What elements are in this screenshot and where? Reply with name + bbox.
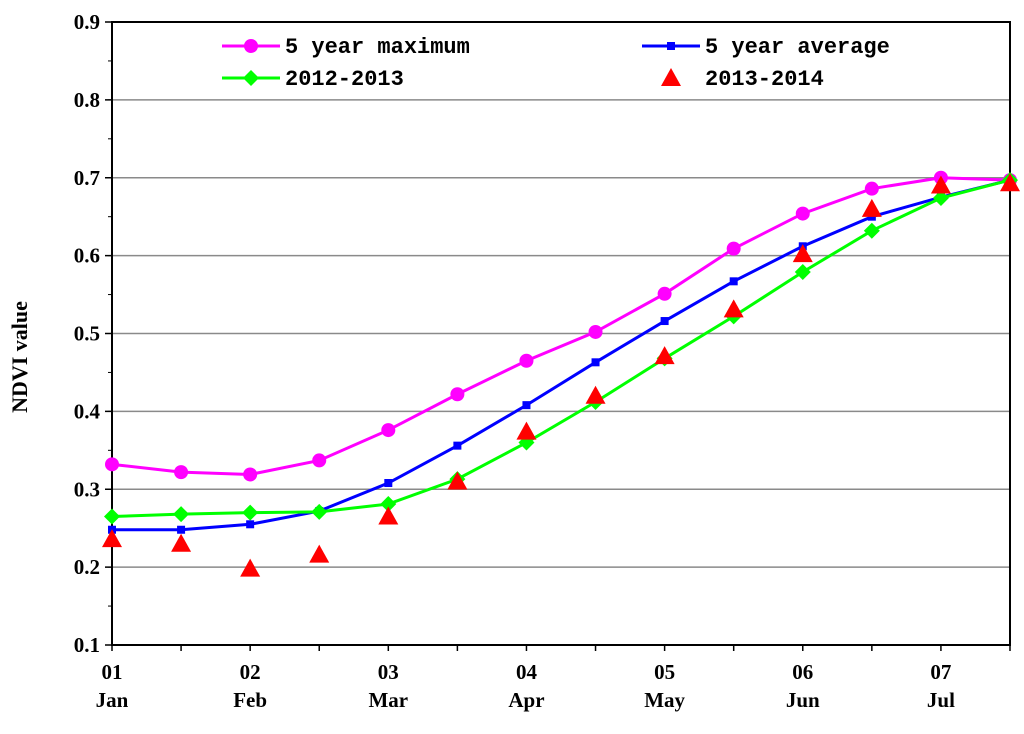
data-point	[1000, 173, 1020, 192]
data-point	[240, 558, 261, 577]
series-line	[112, 178, 1011, 532]
data-point	[171, 533, 192, 552]
y-tick-label: 0.2	[74, 555, 100, 579]
series-2013-2014	[102, 173, 1020, 577]
x-tick-label-month: Mar	[368, 688, 408, 712]
y-tick-label: 0.6	[74, 244, 100, 268]
data-point	[861, 198, 882, 217]
data-point	[453, 441, 462, 450]
legend-item: 2012-2013	[222, 67, 404, 92]
data-point	[384, 479, 393, 488]
y-axis-label: NDVI value	[7, 301, 32, 413]
data-point	[795, 206, 810, 221]
plot-frame	[111, 21, 1011, 646]
legend-label: 2013-2014	[705, 67, 824, 92]
series-line	[111, 178, 1011, 519]
data-point	[105, 457, 119, 472]
x-tick-label-number: 02	[240, 660, 261, 684]
legend-item: 5 year maximum	[222, 35, 470, 60]
data-point	[173, 506, 190, 523]
legend-marker	[667, 42, 675, 50]
axes: 0.1 0.2 0.3 0.4 0.5 0.6 0.7 0.8 0.9 01 Jan 02 Feb 03 M…	[74, 10, 1011, 712]
x-tick-label-month: Jan	[96, 688, 129, 712]
legend-marker	[661, 68, 681, 86]
series-5-year-maximum	[105, 170, 1017, 482]
data-point	[104, 508, 120, 525]
grid-lines	[112, 21, 1010, 568]
x-tick-label-month: Feb	[233, 688, 267, 712]
data-point	[447, 471, 468, 490]
series-2012-2013	[104, 172, 1018, 525]
y-tick-label: 0.4	[74, 399, 101, 423]
legend-marker	[244, 39, 258, 53]
data-point	[794, 263, 811, 280]
y-tick-label: 0.7	[74, 166, 100, 190]
x-tick-label-number: 04	[516, 660, 538, 684]
y-tick-label: 0.1	[74, 633, 100, 657]
data-point	[932, 189, 949, 206]
legend-label: 5 year maximum	[285, 35, 470, 60]
data-point	[723, 299, 744, 318]
data-point	[380, 496, 397, 513]
data-point	[729, 277, 738, 286]
data-point	[243, 467, 258, 482]
x-tick-label-number: 07	[930, 660, 951, 684]
data-point	[864, 181, 879, 196]
data-point	[174, 465, 189, 480]
y-tick-label: 0.9	[74, 10, 100, 34]
data-point	[378, 506, 399, 525]
data-point	[591, 358, 600, 367]
data-point	[585, 385, 606, 404]
legend-item: 5 year average	[642, 35, 890, 60]
data-point	[450, 387, 465, 402]
series-layer	[102, 170, 1020, 577]
legend-label: 5 year average	[705, 35, 890, 60]
data-point	[516, 421, 537, 440]
x-tick-label-number: 03	[378, 660, 399, 684]
x-tick-label-month: May	[644, 688, 685, 712]
y-tick-label: 0.3	[74, 477, 100, 501]
data-point	[726, 241, 741, 256]
data-point	[588, 324, 603, 339]
x-tick-label-number: 01	[102, 660, 123, 684]
x-tick-label-month: Apr	[508, 688, 544, 712]
data-point	[657, 286, 672, 301]
x-tick-label-number: 05	[654, 660, 675, 684]
data-point	[381, 423, 396, 438]
data-point	[102, 529, 122, 548]
data-point	[660, 317, 669, 326]
data-point	[654, 346, 675, 365]
legend-label: 2012-2013	[285, 67, 404, 92]
y-tick-label: 0.5	[74, 322, 100, 346]
series-line	[111, 176, 1011, 476]
y-tick-label: 0.8	[74, 88, 100, 112]
data-point	[246, 520, 255, 529]
data-point	[792, 244, 813, 263]
data-point	[242, 504, 259, 521]
data-point	[930, 175, 951, 194]
data-point	[522, 401, 531, 410]
x-tick-label-month: Jun	[786, 688, 820, 712]
data-point	[519, 353, 534, 368]
legend-item: 2013-2014	[661, 67, 824, 92]
x-tick-label-month: Jul	[927, 688, 955, 712]
data-point	[312, 453, 327, 468]
x-tick-label-number: 06	[792, 660, 813, 684]
data-point	[311, 503, 328, 520]
legend: 5 year maximum 5 year average 2012-2013 201…	[222, 35, 890, 92]
data-point	[863, 222, 880, 239]
data-point	[309, 544, 330, 563]
legend-marker	[243, 70, 259, 86]
data-point	[177, 525, 186, 534]
